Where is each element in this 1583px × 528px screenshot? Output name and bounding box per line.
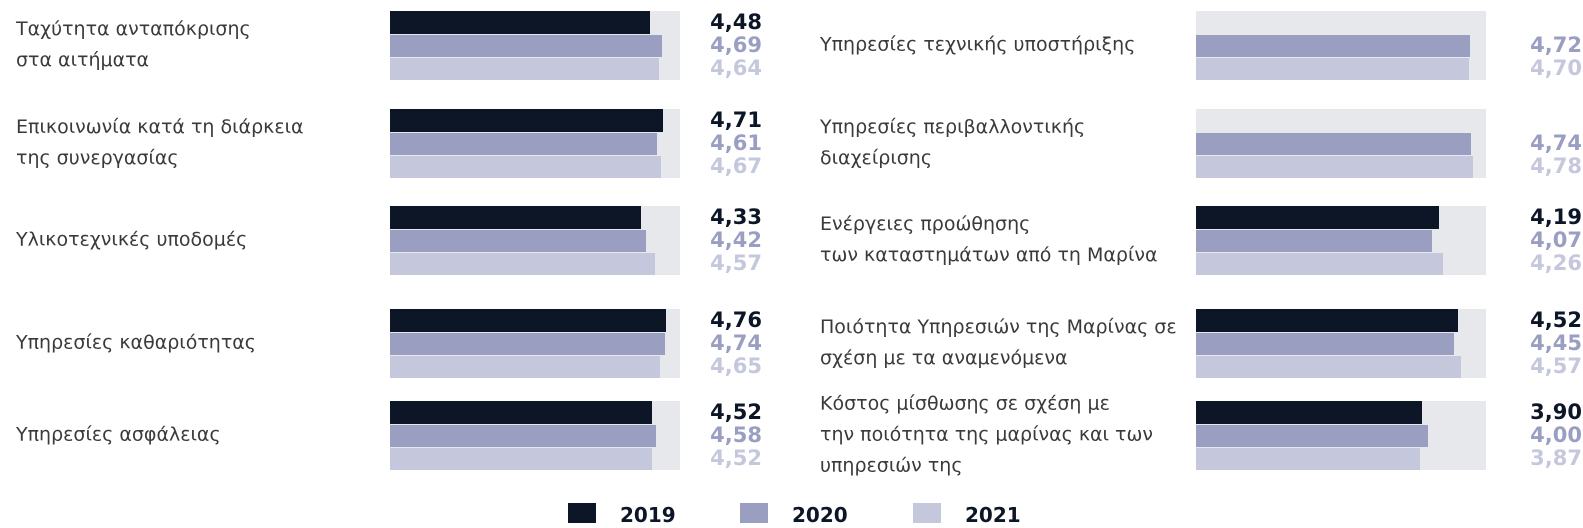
bar [390, 309, 667, 332]
bar [1196, 57, 1469, 80]
bar [390, 155, 661, 178]
value-label: 3,90 [1530, 400, 1582, 424]
bar [1196, 252, 1444, 275]
category-label: Κόστος μίσθωσης σε σχέση με την ποιότητα… [820, 392, 1153, 477]
category-label: Υπηρεσίες περιβαλλοντικής διαχείρισης [820, 116, 1086, 169]
value-label: 4,64 [710, 56, 762, 80]
bar [390, 11, 650, 34]
bar [1196, 229, 1433, 252]
bar [1196, 309, 1459, 332]
value-label: 4,74 [1530, 131, 1582, 155]
value-label: 4,26 [1530, 251, 1582, 275]
bar [1196, 447, 1421, 470]
value-label: 4,57 [1530, 354, 1582, 378]
legend-label: 2019 [620, 503, 676, 527]
bar [1196, 155, 1474, 178]
value-label: 4,78 [1530, 154, 1582, 178]
bar [390, 424, 656, 447]
bar [1196, 132, 1471, 155]
bar [390, 332, 665, 355]
value-label: 4,74 [710, 331, 762, 355]
legend-swatch [740, 503, 768, 523]
bar [1196, 424, 1428, 447]
value-label: 4,42 [710, 228, 762, 252]
bar [390, 206, 642, 229]
legend-label: 2021 [965, 503, 1021, 527]
value-label: 4,70 [1530, 56, 1582, 80]
bar [390, 109, 664, 132]
value-label: 4,69 [710, 33, 762, 57]
bar [1196, 332, 1455, 355]
bar [1196, 206, 1440, 229]
category-label: Ποιότητα Υπηρεσιών της Μαρίνας σε σχέση … [820, 316, 1177, 369]
bar [390, 447, 653, 470]
legend-swatch [568, 503, 596, 523]
value-label: 4,58 [710, 423, 762, 447]
value-label: 4,76 [710, 308, 762, 332]
bar [390, 355, 660, 378]
value-label: 4,48 [710, 10, 762, 34]
bar [1196, 355, 1462, 378]
value-label: 4,33 [710, 205, 762, 229]
value-label: 4,52 [1530, 308, 1582, 332]
category-label: Ταχύτητα ανταπόκρισης στα αιτήματα [16, 18, 251, 71]
category-label: Ενέργειες προώθησης των καταστημάτων από… [820, 213, 1158, 266]
bar [390, 229, 647, 252]
bar [1196, 34, 1470, 57]
value-label: 4,52 [710, 400, 762, 424]
value-label: 4,61 [710, 131, 762, 155]
value-label: 4,19 [1530, 205, 1582, 229]
value-label: 3,87 [1530, 446, 1582, 470]
category-label: Υλικοτεχνικές υποδομές [16, 228, 248, 251]
value-label: 4,67 [710, 154, 762, 178]
value-label: 4,71 [710, 108, 762, 132]
bar [390, 57, 660, 80]
value-label: 4,45 [1530, 331, 1582, 355]
value-label: 4,07 [1530, 228, 1582, 252]
category-label: Επικοινωνία κατά τη διάρκεια της συνεργα… [16, 116, 304, 169]
bar [390, 132, 658, 155]
bar [390, 401, 653, 424]
value-label: 4,65 [710, 354, 762, 378]
legend-label: 2020 [792, 503, 848, 527]
category-label: Υπηρεσίες καθαριότητας [16, 331, 256, 354]
legend-swatch [913, 503, 941, 523]
category-label: Υπηρεσίες τεχνικής υποστήριξης [820, 33, 1136, 56]
value-label: 4,57 [710, 251, 762, 275]
value-label: 4,72 [1530, 33, 1582, 57]
bar [390, 252, 656, 275]
value-label: 4,52 [710, 446, 762, 470]
bar [390, 34, 663, 57]
value-label: 4,00 [1530, 423, 1582, 447]
bar [1196, 401, 1423, 424]
category-label: Υπηρεσίες ασφάλειας [16, 423, 221, 446]
